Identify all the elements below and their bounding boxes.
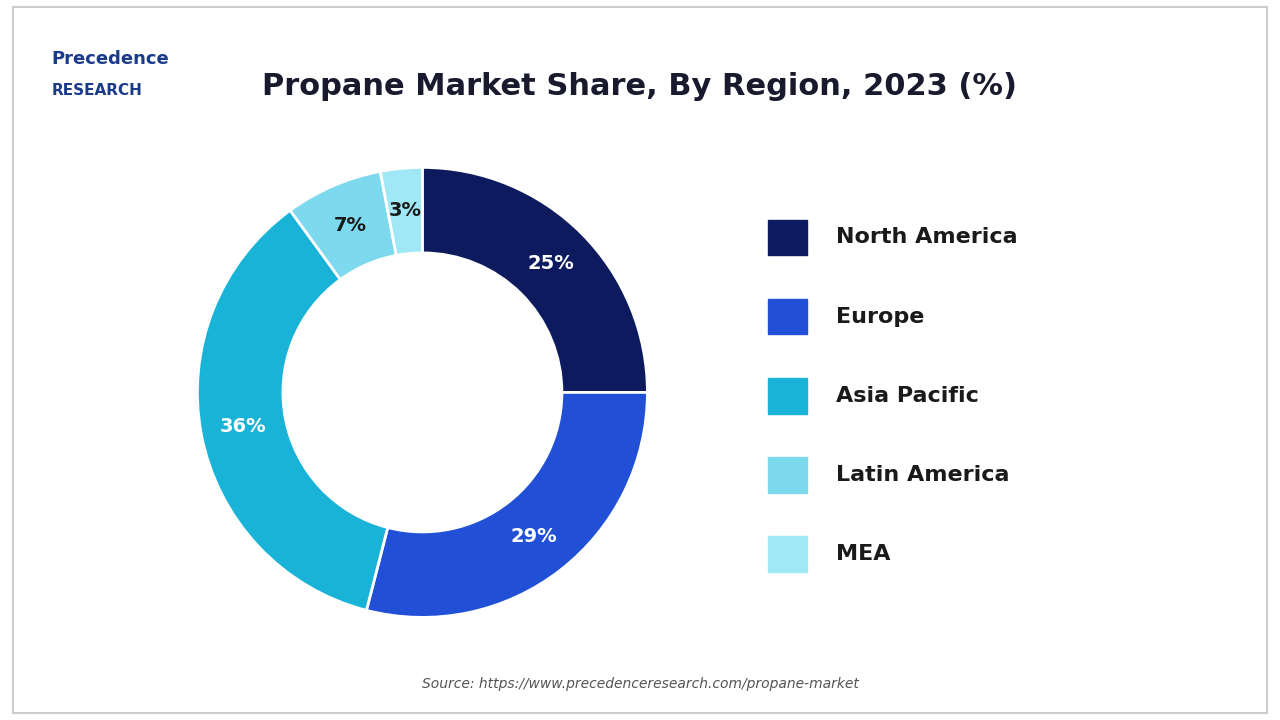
Text: MEA: MEA bbox=[836, 544, 891, 564]
Wedge shape bbox=[291, 171, 397, 279]
Bar bbox=[768, 220, 806, 256]
Bar bbox=[768, 536, 806, 572]
Text: 7%: 7% bbox=[334, 215, 366, 235]
Wedge shape bbox=[366, 392, 648, 617]
Bar bbox=[768, 457, 806, 492]
Wedge shape bbox=[422, 167, 648, 392]
Bar bbox=[768, 299, 806, 334]
Text: 36%: 36% bbox=[220, 417, 266, 436]
Wedge shape bbox=[380, 167, 422, 256]
Text: Source: https://www.precedenceresearch.com/propane-market: Source: https://www.precedenceresearch.c… bbox=[421, 678, 859, 691]
Bar bbox=[768, 378, 806, 413]
Text: North America: North America bbox=[836, 228, 1018, 248]
Wedge shape bbox=[197, 210, 388, 611]
Text: Europe: Europe bbox=[836, 307, 924, 327]
Text: Precedence: Precedence bbox=[51, 50, 169, 68]
Text: 25%: 25% bbox=[527, 254, 575, 273]
Text: 3%: 3% bbox=[389, 202, 421, 220]
Text: 29%: 29% bbox=[511, 527, 557, 546]
Text: Propane Market Share, By Region, 2023 (%): Propane Market Share, By Region, 2023 (%… bbox=[262, 72, 1018, 101]
Text: RESEARCH: RESEARCH bbox=[51, 83, 142, 98]
Text: Latin America: Latin America bbox=[836, 465, 1010, 485]
Text: Asia Pacific: Asia Pacific bbox=[836, 386, 979, 406]
